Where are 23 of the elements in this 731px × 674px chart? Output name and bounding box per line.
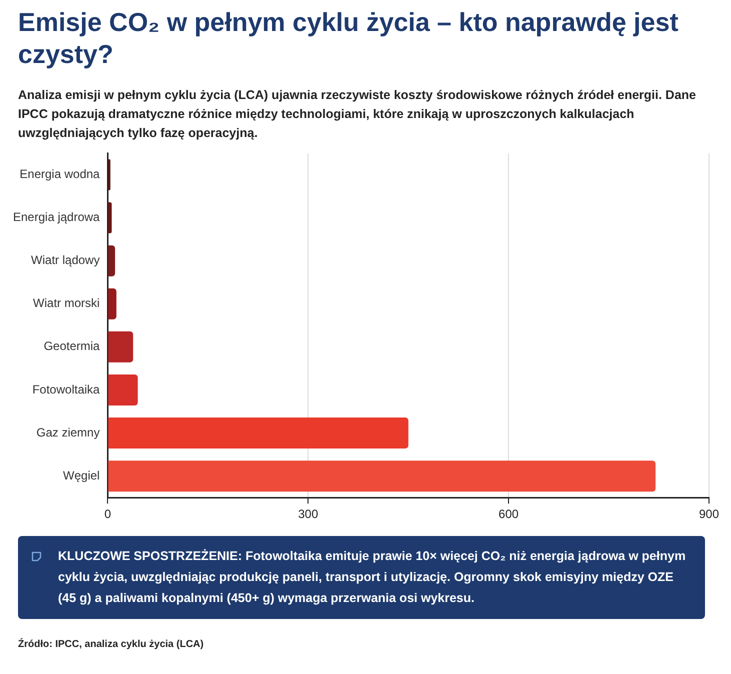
bar: [108, 418, 408, 449]
bar: [108, 202, 112, 234]
y-tick-label: Energia jądrowa: [13, 210, 100, 224]
y-tick-label: Energia wodna: [20, 167, 100, 182]
y-tick-label: Gaz ziemny: [36, 425, 100, 440]
text: Źródło: IPCC, analiza cyklu życia (LCA): [18, 639, 205, 650]
y-tick-label: Wiatr lądowy: [31, 253, 100, 268]
y-tick-label: Geotermia: [44, 339, 100, 354]
x-tick-label: 0: [104, 507, 112, 522]
x-tick-label: 600: [498, 507, 519, 522]
chart-title: Emisje CO₂ w pełnym cyklu życia – kto naprawdę jest czysty?: [18, 6, 680, 70]
y-tick-label: Fotowoltaika: [32, 382, 100, 396]
y-tick-label: Wiatr morski: [33, 296, 100, 310]
x-tick-label: 300: [298, 507, 318, 522]
text: KLUCZOWE SPOSTRZEŻENIE: Fotowoltaika emituje prawie 10× więcej CO₂ niż energia jądrowa w pełnym cyklu życia, uwzględniając produkcję paneli, transport i utylizację. Ogromny skok emisyjny między OZE (45 g) a paliwami kopalnymi (450+ g) wymaga przerwania osi wykresu.: [58, 549, 686, 605]
chart-subtitle: Analiza emisji w pełnym cyklu życia (LCA) ujawnia rzeczywiste koszty środowiskowe różnych źródeł energii. Dane IPCC pokazują dramatyczne różnice między technologiami, które znikają w uproszczonych kalkulacjach uwzględniających tylko fazę operacyjną.: [18, 87, 697, 142]
bar: [108, 245, 116, 276]
bar: [108, 460, 656, 492]
bar: [108, 331, 134, 362]
bar: [108, 374, 138, 406]
x-tick-label: 900: [698, 507, 720, 522]
y-tick-label: Węgiel: [63, 468, 100, 482]
bar: [108, 288, 116, 320]
